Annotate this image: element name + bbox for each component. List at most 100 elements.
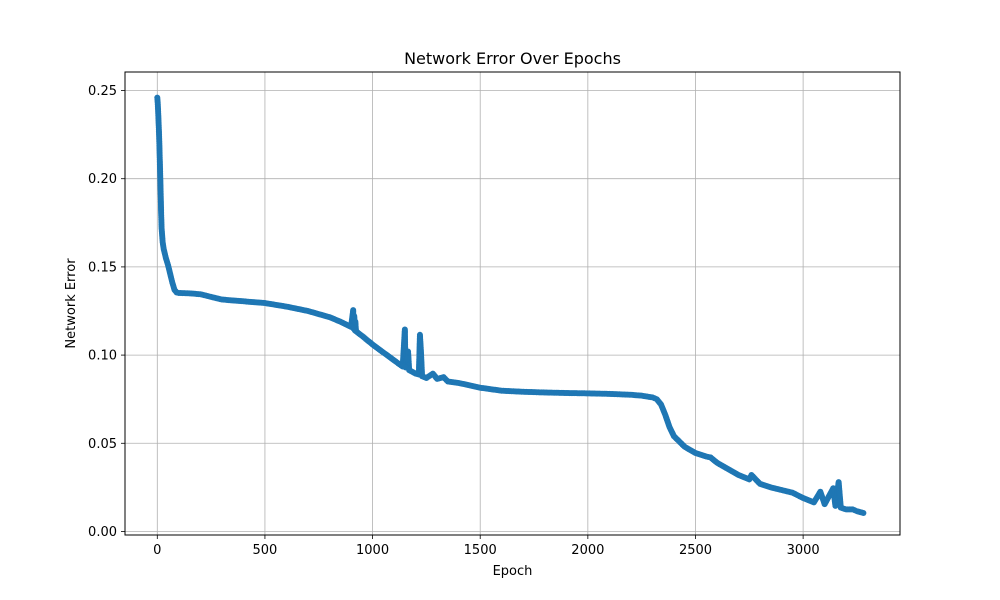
x-axis-label: Epoch (493, 564, 533, 579)
data-point (778, 487, 785, 494)
data-point (283, 303, 290, 310)
y-tick-label: 0.00 (88, 525, 117, 540)
data-point (404, 355, 411, 362)
x-tick-label: 1500 (464, 543, 497, 558)
data-point (401, 326, 408, 333)
data-point (440, 374, 447, 381)
data-point (563, 390, 570, 397)
data-point (800, 494, 807, 501)
data-point (477, 384, 484, 391)
data-point (817, 488, 824, 495)
data-point (810, 499, 817, 506)
data-point (337, 318, 344, 325)
data-point (165, 262, 172, 269)
data-point (681, 443, 688, 450)
data-point (405, 348, 412, 355)
data-point (352, 328, 359, 335)
series-markers (154, 94, 867, 516)
data-point (418, 349, 425, 356)
axis-ticks: 0 500 1000 1500 2000 2500 3000 0.00 0.05 0.10 0.15… (88, 84, 820, 558)
data-point (154, 99, 161, 106)
data-point (358, 332, 365, 339)
data-point (416, 331, 423, 338)
data-point (160, 246, 167, 253)
data-point (707, 454, 714, 461)
data-point (369, 341, 376, 348)
plot-frame (124, 71, 901, 536)
data-point (158, 225, 165, 232)
data-point (627, 391, 634, 398)
data-point (714, 459, 721, 466)
data-point (584, 390, 591, 397)
data-point (423, 375, 430, 382)
data-point (789, 489, 796, 496)
data-point (208, 293, 215, 300)
x-tick-label: 1000 (356, 543, 389, 558)
data-point (351, 313, 358, 320)
data-point (748, 472, 755, 479)
data-point (724, 465, 731, 472)
data-point (162, 255, 169, 262)
data-point (520, 388, 527, 395)
data-point (406, 367, 413, 374)
data-point (304, 308, 311, 314)
data-point (156, 143, 163, 150)
data-point (860, 509, 867, 516)
data-point (444, 378, 451, 385)
data-point (692, 449, 699, 456)
data-point (853, 508, 860, 515)
data-point (326, 314, 333, 321)
y-tick-label: 0.10 (88, 349, 117, 364)
data-series (154, 94, 867, 516)
data-point (218, 296, 225, 303)
data-point (380, 349, 387, 356)
chart-title: Network Error Over Epochs (404, 49, 621, 68)
data-point (757, 480, 764, 487)
data-point (350, 307, 357, 314)
data-point (157, 175, 164, 182)
y-tick-label: 0.25 (88, 84, 117, 99)
data-point (156, 159, 163, 166)
data-point (735, 472, 742, 479)
data-point (658, 401, 665, 408)
data-point (167, 270, 174, 277)
data-point (429, 370, 436, 377)
data-point (821, 501, 828, 508)
y-tick-label: 0.20 (88, 172, 117, 187)
data-point (154, 94, 161, 101)
y-tick-label: 0.15 (88, 260, 117, 275)
data-point (159, 239, 166, 246)
data-point (606, 390, 613, 397)
data-point (662, 412, 669, 419)
x-tick-label: 0 (153, 543, 161, 558)
data-point (186, 290, 193, 297)
data-point (155, 119, 162, 126)
data-point (653, 396, 660, 403)
data-point (498, 387, 505, 394)
data-point (835, 479, 842, 486)
data-point (157, 193, 164, 200)
y-axis-label: Network Error (64, 258, 79, 349)
y-tick-label: 0.05 (88, 437, 117, 452)
data-point (434, 375, 441, 382)
data-point (156, 129, 163, 136)
x-tick-label: 500 (253, 543, 278, 558)
data-point (638, 392, 645, 399)
x-tick-label: 2500 (679, 543, 712, 558)
data-point (670, 433, 677, 440)
data-point (832, 502, 839, 509)
data-point (666, 424, 673, 431)
data-point (541, 389, 548, 396)
x-tick-label: 3000 (787, 543, 820, 558)
data-point (197, 291, 204, 298)
data-point (843, 506, 850, 513)
data-point (169, 279, 176, 286)
data-point (158, 210, 165, 217)
data-point (837, 504, 844, 511)
data-point (261, 300, 268, 307)
data-point (155, 108, 162, 115)
data-point (352, 318, 359, 325)
x-tick-label: 2000 (571, 543, 604, 558)
data-point (830, 485, 837, 492)
